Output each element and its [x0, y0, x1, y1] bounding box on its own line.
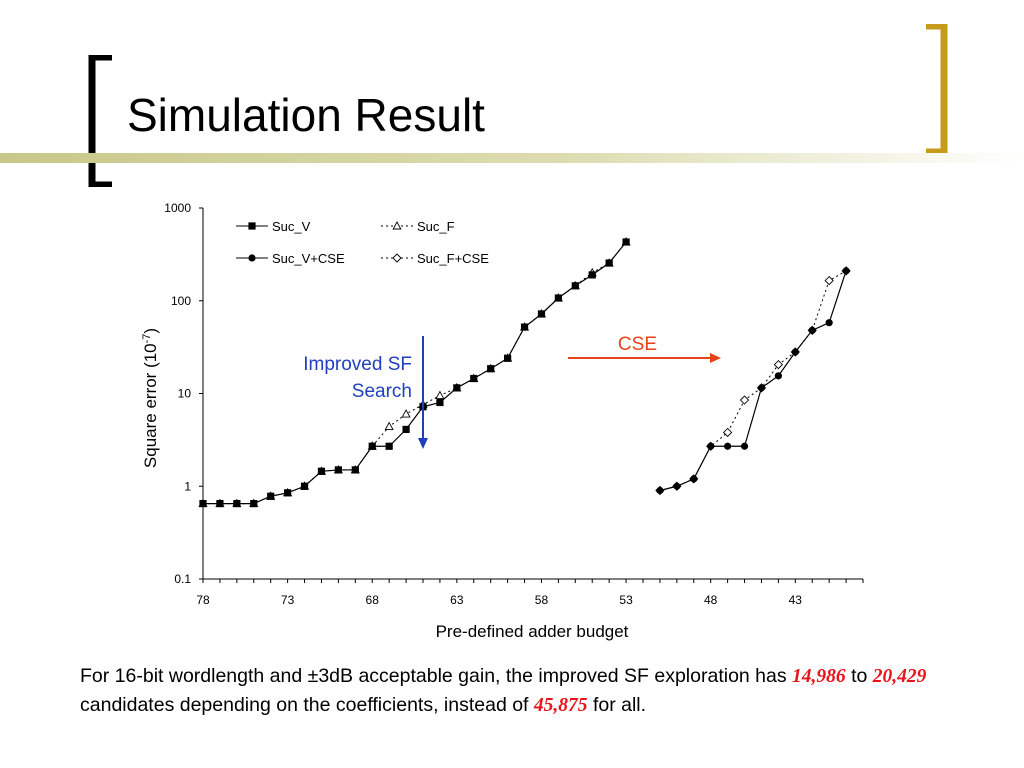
caption-part2: candidates depending on the coefficients… [80, 694, 529, 716]
legend-label-suc-f-cse: Suc_F+CSE [417, 251, 489, 266]
legend-label-suc-f: Suc_F [417, 219, 455, 234]
data-point-suc-v-cse [690, 475, 698, 483]
data-point-suc-v-cse [724, 442, 732, 450]
data-point-suc-v-cse [740, 442, 749, 450]
data-point-suc-f-cse [739, 395, 750, 405]
cse-arrow [568, 353, 721, 363]
data-point-suc-v-cse [825, 319, 833, 327]
x-tick-label: 53 [619, 593, 633, 607]
legend-label-suc-v-cse: Suc_V+CSE [272, 251, 345, 266]
y-tick-label: 0.1 [174, 572, 191, 586]
data-point-suc-v [199, 500, 207, 508]
x-axis-label: Pre-defined adder budget [436, 622, 629, 641]
data-point-suc-v-cse [791, 348, 799, 356]
data-point-suc-v [487, 365, 495, 373]
data-point-suc-v [334, 466, 342, 474]
legend-marker-suc-f-cse [392, 253, 402, 263]
y-axis-label-close: ) [141, 328, 160, 334]
y-axis-label-text: Square error (10 [141, 343, 160, 468]
y-tick-label: 1000 [164, 201, 191, 215]
data-point-suc-v [267, 492, 275, 500]
caption-text: For 16-bit wordlength and ±3dB acceptabl… [80, 662, 980, 720]
series-line-suc-v [203, 241, 627, 505]
data-point-suc-v [351, 466, 359, 474]
x-tick-label: 43 [789, 593, 803, 607]
x-tick-label: 48 [704, 593, 718, 607]
caption-to: to [851, 665, 868, 687]
chart-axes: 0.1 1 10 100 1000 78 73 68 63 58 53 48 43 [164, 201, 864, 607]
data-point-suc-v-cse [842, 267, 850, 275]
series-line-suc-v-cse [659, 270, 847, 492]
data-point-suc-v [368, 442, 376, 450]
data-point-suc-v [402, 425, 410, 434]
y-tick-label: 10 [178, 387, 192, 401]
data-point-suc-v [537, 310, 546, 318]
data-point-suc-v [520, 323, 529, 331]
caption-part1: For 16-bit wordlength and ±3dB acceptabl… [80, 665, 787, 687]
caption-part3: for all. [592, 694, 647, 716]
data-point-suc-v [284, 489, 292, 497]
data-point-suc-v [453, 384, 461, 392]
data-point-suc-v-cse [808, 326, 816, 334]
series-line-suc-f [203, 241, 627, 505]
y-tick-label: 1 [184, 479, 191, 493]
data-point-suc-v [300, 482, 309, 490]
data-point-suc-v [470, 374, 478, 383]
data-point-suc-v [571, 282, 579, 290]
improved-sf-label-line1: Improved SF [303, 354, 412, 375]
caption-number-max: 20,429 [872, 666, 927, 687]
data-point-suc-f [384, 421, 394, 431]
data-point-suc-f [401, 409, 411, 418]
series-suc-v-cse [656, 267, 850, 495]
data-point-suc-f [435, 390, 445, 400]
data-point-suc-v-cse [707, 442, 715, 450]
improved-sf-arrow [418, 336, 428, 449]
chart-series [198, 237, 851, 508]
data-point-suc-v [233, 500, 241, 508]
x-tick-label: 68 [366, 593, 380, 607]
data-point-suc-v [385, 442, 393, 450]
data-point-suc-v [436, 398, 444, 407]
page-title: Simulation Result [127, 89, 485, 141]
data-point-suc-f-cse [824, 275, 834, 286]
series-suc-v [199, 238, 630, 508]
series-suc-f [198, 237, 631, 508]
data-point-suc-f-cse [722, 427, 733, 438]
data-point-suc-v-cse [673, 482, 681, 490]
data-point-suc-v [250, 500, 258, 508]
series-line-suc-f-cse [659, 270, 847, 491]
chart-legend: Suc_V Suc_F Suc_V+CSE Suc_F+CSE [236, 219, 489, 266]
data-point-suc-v-cse [656, 486, 664, 495]
left-bracket-decoration [88, 55, 112, 187]
data-point-suc-v [216, 500, 224, 508]
data-point-suc-v [588, 271, 596, 279]
caption-number-all: 45,875 [533, 695, 588, 716]
data-point-suc-v-cse [774, 372, 782, 380]
caption-number-min: 14,986 [792, 666, 846, 687]
data-point-suc-f-cse [773, 359, 784, 370]
y-axis-label-exponent: -7 [141, 334, 153, 344]
series-suc-f-cse [655, 266, 851, 496]
data-point-suc-v [605, 259, 613, 267]
square-error-chart: 0.1 1 10 100 1000 78 73 68 63 58 53 48 43 Suc_V Suc_F… [141, 201, 864, 641]
y-axis-label: Square error (10-7) [141, 328, 160, 468]
y-tick-label: 100 [171, 294, 191, 308]
data-point-suc-v-cse [757, 384, 766, 392]
x-tick-label: 73 [281, 593, 295, 607]
title-underline-rule [0, 153, 1024, 163]
legend-marker-suc-v [248, 222, 256, 230]
improved-sf-label-line2: Search [352, 381, 412, 402]
cse-label: CSE [618, 334, 657, 355]
legend-marker-suc-f [392, 221, 402, 230]
x-tick-label: 78 [196, 593, 210, 607]
x-tick-label: 63 [450, 593, 464, 607]
legend-marker-suc-v-cse [248, 254, 256, 262]
data-point-suc-v [622, 238, 630, 246]
data-point-suc-v [554, 294, 562, 302]
x-tick-label: 58 [535, 593, 549, 607]
data-point-suc-v [317, 467, 326, 475]
data-point-suc-v [504, 354, 512, 362]
right-bracket-decoration [926, 24, 948, 156]
legend-label-suc-v: Suc_V [272, 219, 311, 234]
